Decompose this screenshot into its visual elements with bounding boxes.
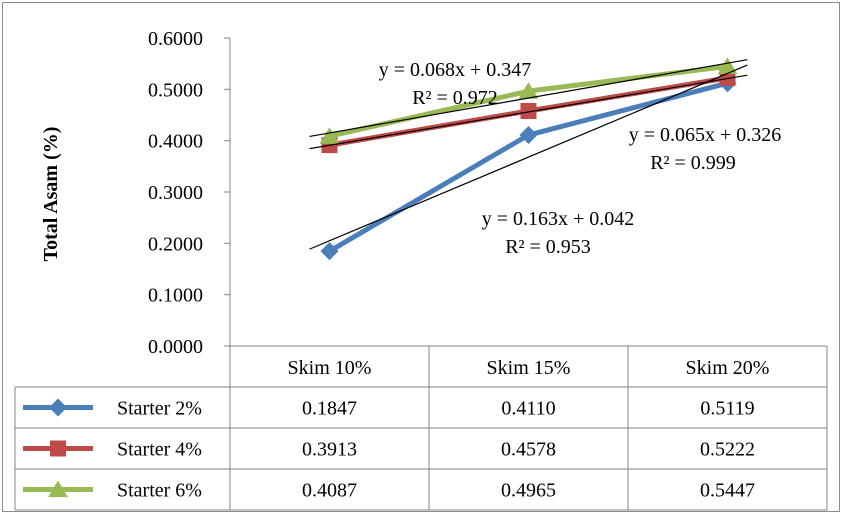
data-point bbox=[518, 82, 539, 99]
trendline-equation: y = 0.065x + 0.326 bbox=[629, 124, 782, 146]
legend-marker bbox=[50, 440, 66, 457]
data-point bbox=[519, 126, 538, 145]
data-value-cell: 0.5222 bbox=[700, 439, 755, 461]
legend-label: Starter 4% bbox=[117, 439, 202, 461]
y-axis-title: Total Asam (%) bbox=[40, 127, 62, 262]
category-label: Skim 10% bbox=[288, 357, 372, 379]
legend-marker bbox=[48, 480, 68, 498]
y-tick-label: 0.6000 bbox=[148, 28, 203, 50]
y-tick-label: 0.2000 bbox=[148, 233, 203, 255]
data-value-cell: 0.5119 bbox=[700, 398, 754, 420]
category-label: Skim 15% bbox=[487, 357, 571, 379]
data-value-cell: 0.1847 bbox=[302, 398, 357, 420]
data-point bbox=[520, 102, 537, 119]
chart-frame: 0.6000 0.5000 0.4000 0.3000 0.2000 0.1000 0.00… bbox=[2, 2, 840, 512]
y-tick-label: 0.3000 bbox=[148, 182, 203, 204]
trendline bbox=[309, 59, 748, 138]
y-tick-label: 0.5000 bbox=[148, 79, 203, 101]
data-value-cell: 0.4110 bbox=[501, 398, 555, 420]
data-value-cell: 0.5447 bbox=[700, 480, 755, 502]
trendline-r2: R² = 0.999 bbox=[650, 152, 736, 174]
category-label: Skim 20% bbox=[686, 357, 770, 379]
trendline-equation: y = 0.068x + 0.347 bbox=[379, 59, 532, 81]
y-tick-label: 0.0000 bbox=[148, 336, 203, 358]
y-tick-label: 0.1000 bbox=[148, 285, 203, 307]
legend-label: Starter 2% bbox=[117, 398, 202, 420]
y-tick-label: 0.4000 bbox=[148, 131, 203, 153]
data-value-cell: 0.4578 bbox=[501, 439, 556, 461]
trendline bbox=[309, 64, 748, 250]
data-point bbox=[320, 242, 339, 261]
data-value-cell: 0.4965 bbox=[501, 480, 556, 502]
trendline-equation: y = 0.163x + 0.042 bbox=[482, 208, 635, 230]
legend-label: Starter 6% bbox=[117, 480, 202, 502]
trendline bbox=[309, 74, 748, 150]
data-point bbox=[319, 127, 340, 144]
trendline-r2: R² = 0.953 bbox=[505, 236, 591, 258]
line-chart: 0.6000 0.5000 0.4000 0.3000 0.2000 0.1000 0.00… bbox=[14, 28, 828, 511]
data-value-cell: 0.4087 bbox=[302, 480, 357, 502]
data-point bbox=[717, 57, 738, 75]
trendline-r2: R² = 0.972 bbox=[412, 87, 498, 109]
data-value-cell: 0.3913 bbox=[302, 439, 357, 461]
legend-marker bbox=[49, 398, 67, 417]
